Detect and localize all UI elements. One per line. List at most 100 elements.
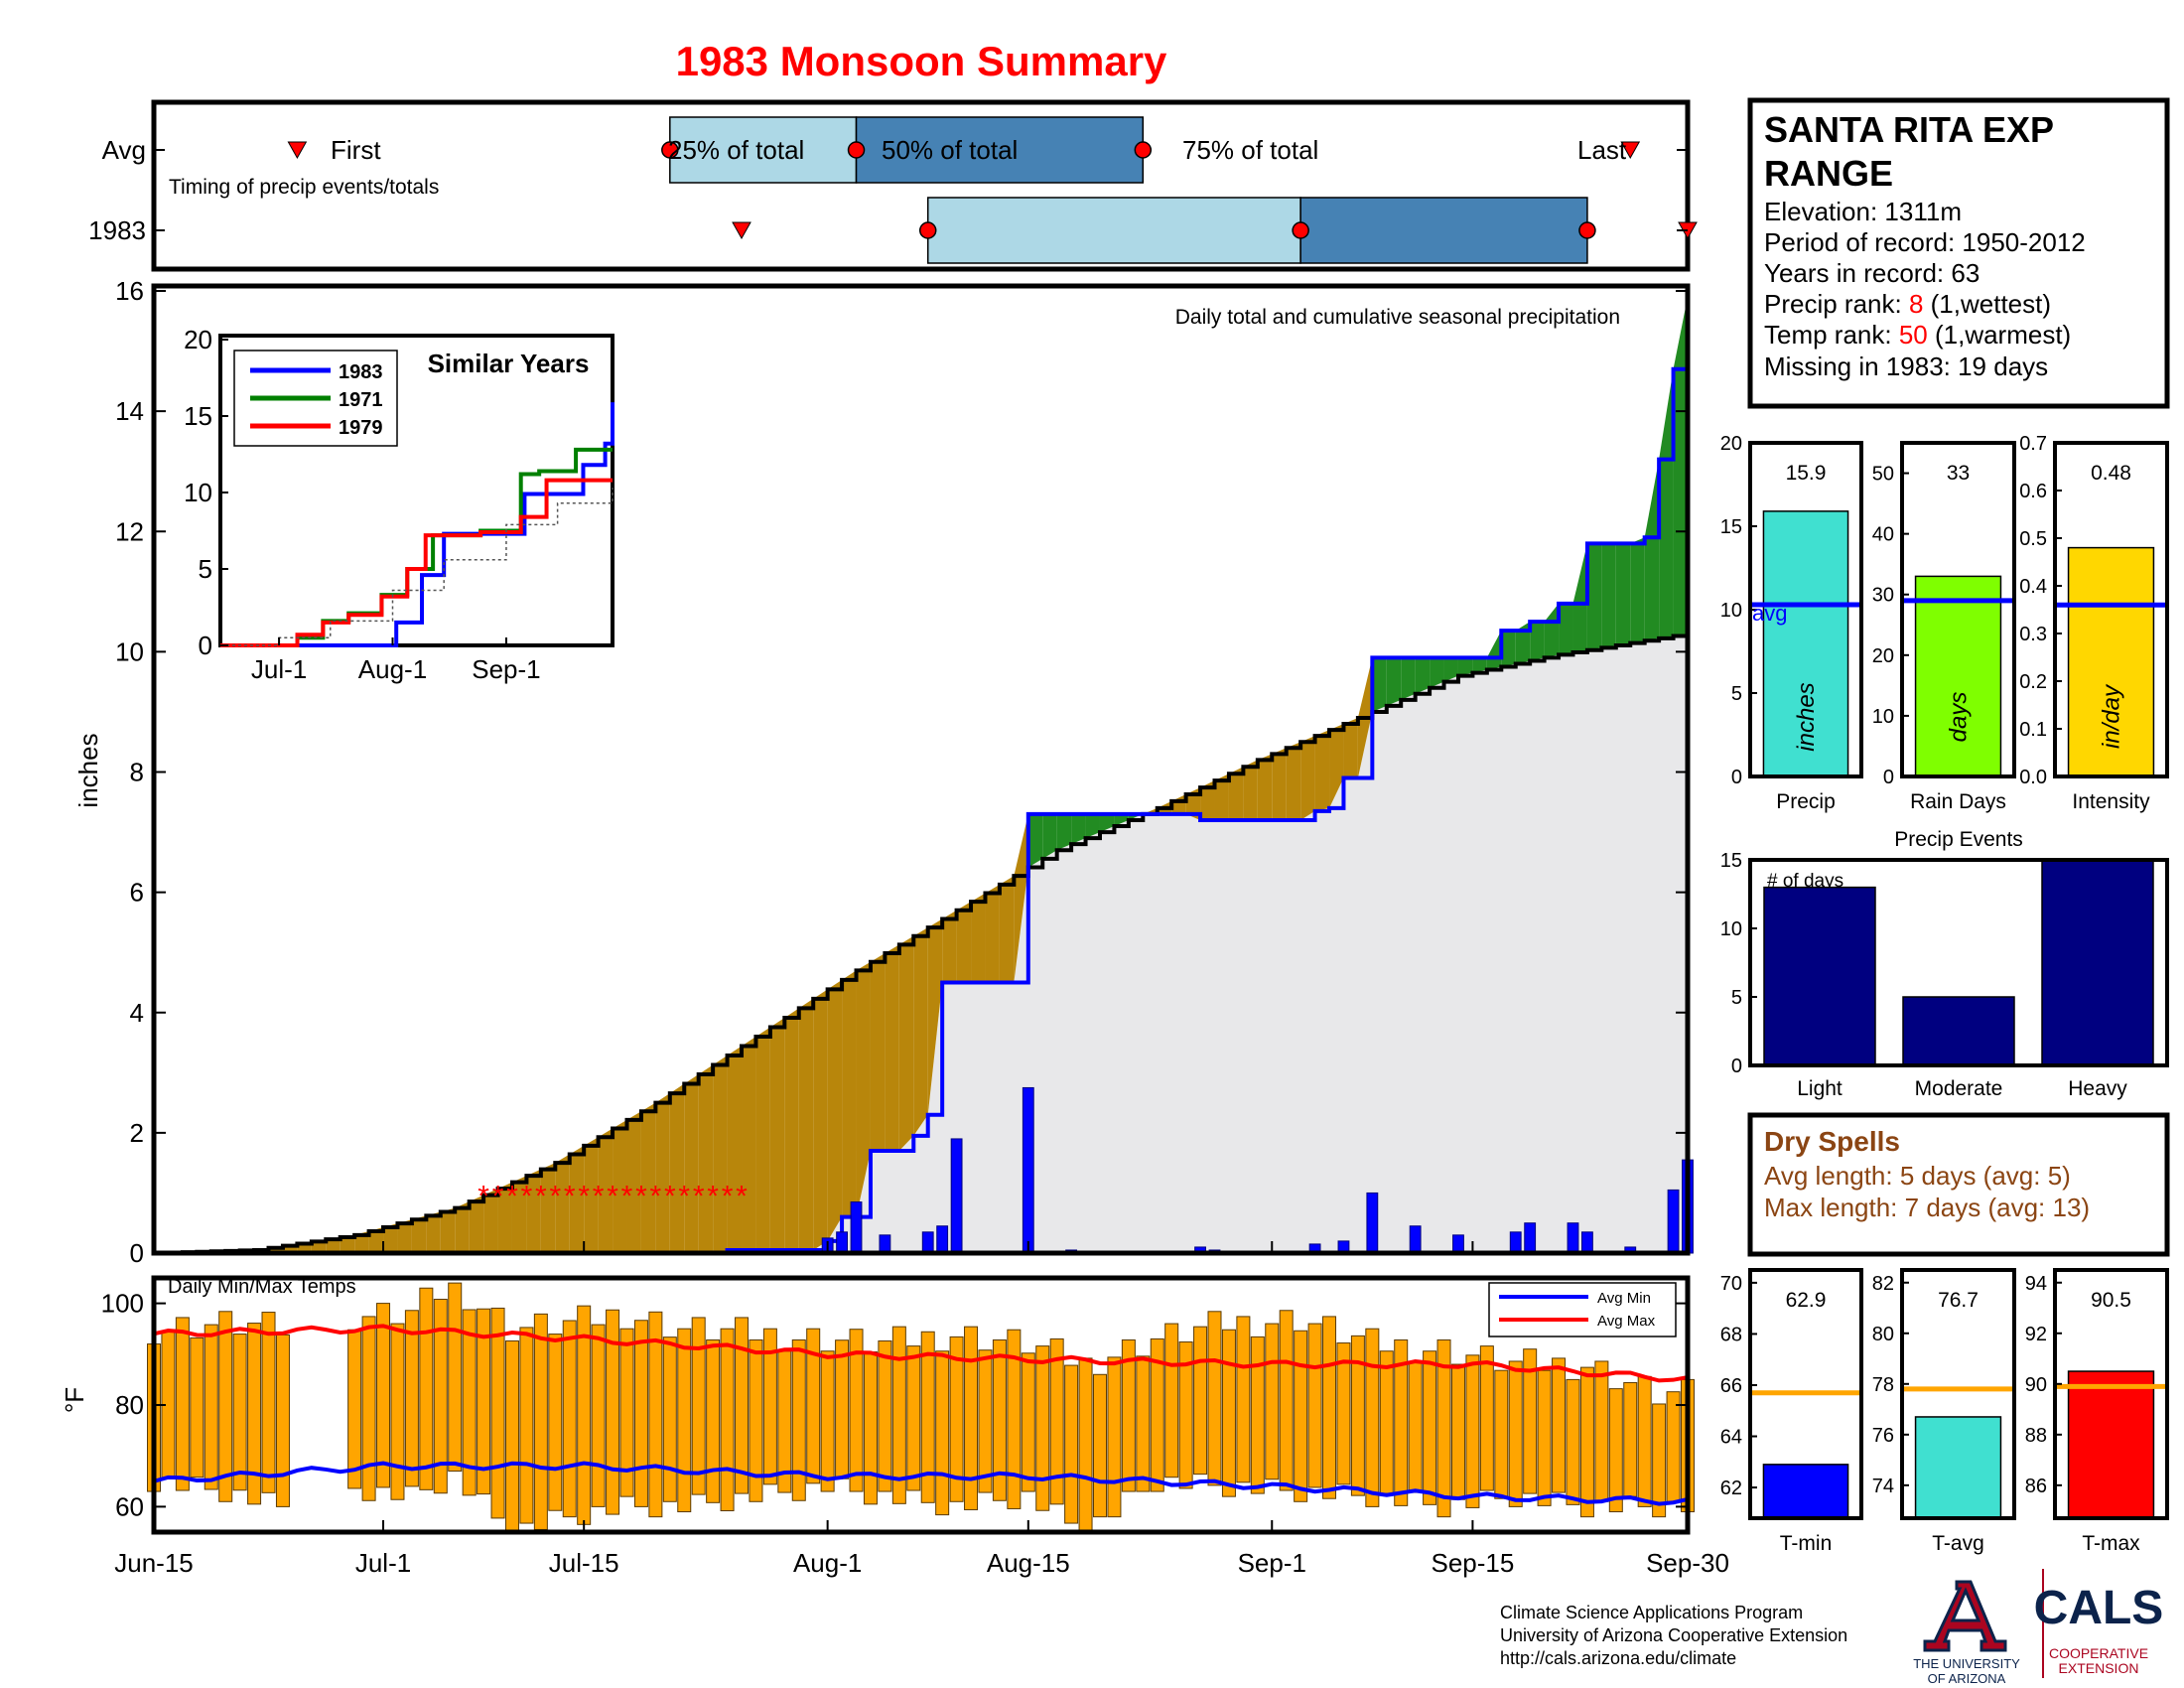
xtick-label: Jul-15	[549, 1548, 619, 1578]
avg-first-marker	[287, 141, 308, 160]
daily-temp-bar	[247, 1323, 262, 1505]
daily-precip-bar	[850, 1201, 863, 1254]
raindays-summary-bar	[1914, 575, 2002, 777]
main-ytick-label: 2	[130, 1118, 144, 1148]
inset-xtick-label: Jul-1	[251, 654, 307, 684]
deficit-segment	[511, 1176, 527, 1253]
tmax-summary-ytick-label: 88	[2025, 1425, 2047, 1447]
intensity-summary-unit-label: in/day	[2099, 683, 2125, 749]
deficit-segment	[971, 893, 986, 983]
deficit-segment	[755, 1027, 770, 1250]
surplus-segment	[1114, 813, 1129, 827]
daily-precip-bar	[1667, 1189, 1680, 1254]
surplus-segment	[1457, 657, 1473, 676]
daily-temp-bar	[1552, 1357, 1567, 1493]
daily-precip-bar	[1452, 1234, 1464, 1254]
avg-min-line	[153, 1461, 1689, 1506]
tavg-summary-ytick-label: 80	[1872, 1324, 1894, 1345]
missing-day-marker: *	[535, 1180, 547, 1212]
tmin-summary-bar	[1762, 1464, 1849, 1519]
deficit-segment	[698, 1064, 714, 1253]
daily-temp-bar	[591, 1324, 606, 1507]
daily-temp-bar	[806, 1328, 821, 1484]
daily-temp-bar	[633, 1320, 648, 1507]
daily-temp-bar	[791, 1338, 806, 1501]
deficit-segment	[1014, 813, 1028, 983]
daily-temp-bar	[735, 1317, 750, 1494]
precip-summary-ytick-label: 20	[1720, 433, 1742, 455]
dry-max-line: Max length: 7 days (avg: 13)	[1764, 1193, 2090, 1222]
missing-day-marker: *	[635, 1180, 647, 1212]
surplus-segment	[1586, 543, 1602, 650]
deficit-segment	[455, 1201, 470, 1253]
daily-temp-bar	[1408, 1361, 1423, 1493]
daily-precip-bar	[836, 1231, 848, 1254]
surplus-segment	[1071, 813, 1086, 845]
intensity-summary-frame	[2053, 441, 2169, 778]
main-ytick-label: 0	[130, 1238, 144, 1268]
daily-precip-bar	[950, 1138, 963, 1254]
timing-caption: Timing of precip events/totals	[169, 176, 439, 199]
deficit-segment	[483, 1189, 498, 1253]
missing-day-marker: *	[722, 1180, 734, 1212]
deficit-segment	[1329, 724, 1344, 808]
deficit-segment	[426, 1211, 441, 1253]
daily-temp-bar	[1350, 1335, 1365, 1496]
timing-panel: Avg 1983 Timing of precip events/totals …	[88, 99, 1698, 272]
daily-temp-bar	[1637, 1375, 1652, 1507]
avg-q25-q50-box	[669, 116, 858, 184]
daily-temp-bar	[1623, 1381, 1638, 1497]
surplus-segment	[1659, 368, 1674, 638]
deficit-segment	[727, 1046, 743, 1250]
daily-temp-bar	[1021, 1352, 1035, 1492]
daily-temp-bar	[720, 1328, 735, 1511]
daily-temp-bar	[419, 1287, 434, 1490]
tmax-summary-ytick-label: 90	[2025, 1374, 2047, 1396]
surplus-segment	[1530, 622, 1545, 661]
raindays-summary-ytick-label: 30	[1872, 585, 1894, 607]
daily-temp-bar	[1150, 1337, 1164, 1492]
daily-temp-bar	[190, 1336, 205, 1478]
raindays-summary-unit-label: days	[1946, 692, 1973, 743]
precip-summary-value-label: 15.9	[1786, 462, 1827, 485]
timing-q25-label: 25% of total	[668, 135, 804, 165]
raindays-summary-ytick-label: 10	[1872, 706, 1894, 728]
daily-temp-bar	[1379, 1350, 1394, 1494]
avg-q50-marker	[847, 141, 866, 159]
missing-day-marker: *	[549, 1180, 561, 1212]
daily-temp-bar	[1236, 1316, 1251, 1483]
intensity-summary-category-label: Intensity	[2072, 790, 2150, 813]
deficit-segment	[1272, 748, 1287, 820]
year-first-marker	[732, 221, 751, 240]
daily-temp-bar	[677, 1328, 692, 1513]
daily-temp-bar	[1107, 1356, 1122, 1518]
surplus-segment	[1472, 657, 1487, 673]
inset-ytick-label: 0	[199, 631, 212, 660]
events-title: Precip Events	[1894, 828, 2023, 851]
deficit-segment	[626, 1111, 641, 1253]
daily-precip-bar	[1581, 1231, 1593, 1254]
year-q50-marker	[1292, 221, 1309, 239]
daily-temp-bar	[1365, 1328, 1380, 1507]
tmax-summary-category-label: T-max	[2082, 1532, 2140, 1555]
deficit-segment	[368, 1227, 384, 1253]
daily-temp-bar	[1537, 1369, 1552, 1506]
daily-temp-bar	[1279, 1310, 1294, 1491]
missing-day-marker: *	[593, 1180, 605, 1212]
deficit-segment	[798, 998, 814, 1250]
daily-temp-bar	[1479, 1345, 1494, 1491]
station-missing: Missing in 1983: 19 days	[1764, 352, 2048, 381]
daily-temp-bar	[964, 1326, 979, 1510]
tmin-summary-value-label: 62.9	[1786, 1289, 1827, 1312]
daily-temp-bar	[204, 1324, 218, 1490]
event-category-label: Moderate	[1915, 1077, 2003, 1100]
inset-ytick-label: 15	[184, 401, 212, 431]
daily-precip-bar	[1567, 1222, 1579, 1254]
inset-title: Similar Years	[428, 349, 590, 378]
deficit-segment	[870, 953, 886, 1152]
daily-temp-bar	[232, 1334, 247, 1491]
deficit-segment	[913, 927, 928, 1136]
xtick-label: Aug-15	[987, 1548, 1070, 1578]
deficit-segment	[956, 902, 972, 983]
daily-temp-bar	[849, 1329, 864, 1492]
